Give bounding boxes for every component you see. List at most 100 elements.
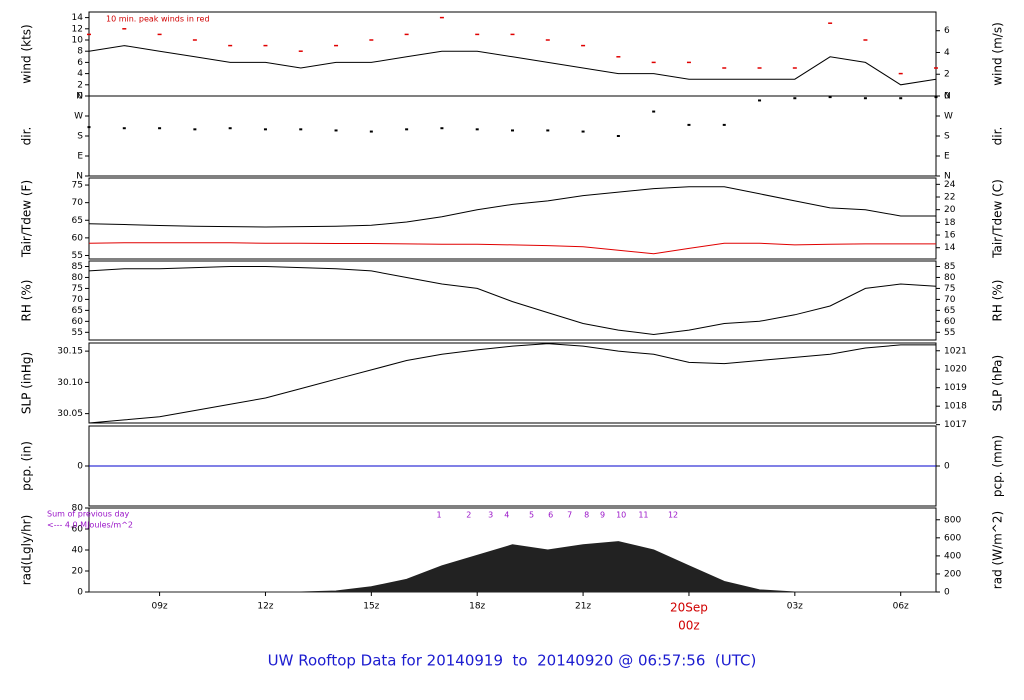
y-tick-label: 14 <box>72 13 84 23</box>
y-tick-label: 75 <box>72 284 83 294</box>
y2-tick-label: 85 <box>944 262 955 272</box>
y-tick-label: S <box>77 132 83 142</box>
data-line <box>88 266 937 336</box>
y-tick-label: 55 <box>72 251 83 261</box>
y2-tick-label: 0 <box>944 462 950 472</box>
y2-tick-label: 800 <box>944 515 961 525</box>
y2-tick-label: 80 <box>944 273 956 283</box>
data-point <box>87 126 91 129</box>
cumulative-label: 1 <box>437 511 442 520</box>
data-line <box>88 343 936 424</box>
cumulative-label: 11 <box>638 511 648 520</box>
cumulative-label: 7 <box>567 511 572 520</box>
cumulative-label: 2 <box>466 511 471 520</box>
y-tick-label: 55 <box>72 328 83 338</box>
data-point <box>934 96 938 99</box>
y-tick-label: 10 <box>72 36 84 46</box>
y2-tick-label: 55 <box>944 328 955 338</box>
annotation: Sum of previous day <box>47 510 129 519</box>
y2-tick-label: W <box>944 112 953 122</box>
y2-tick-label: 65 <box>944 306 955 316</box>
cumulative-label: 8 <box>584 511 589 520</box>
x-tick-label: 06z <box>893 602 909 612</box>
y2-tick-label: 18 <box>944 218 956 228</box>
y2-tick-label: 1021 <box>944 346 967 356</box>
data-point <box>475 128 479 131</box>
y-tick-label: 60 <box>72 317 84 327</box>
x-tick-label: 12z <box>257 602 273 612</box>
cumulative-label: 12 <box>668 511 678 520</box>
y2-tick-label: 60 <box>944 317 956 327</box>
y-tick-label: 4 <box>77 69 83 79</box>
cumulative-label: 3 <box>488 511 493 520</box>
data-point <box>263 128 267 131</box>
y2-axis-label: Tair/Tdew (C) <box>991 179 1005 259</box>
y2-tick-label: N <box>944 92 951 102</box>
panel-frame <box>88 177 937 260</box>
y2-tick-label: 1019 <box>944 383 967 393</box>
y-tick-label: 65 <box>72 216 83 226</box>
y2-tick-label: 0 <box>944 588 950 598</box>
y-tick-label: 85 <box>72 262 83 272</box>
y-axis-label: pcp. (in) <box>20 441 34 491</box>
data-point <box>758 99 762 102</box>
y-axis-label: dir. <box>20 127 34 146</box>
x-tick-label: 15z <box>363 602 379 612</box>
y-tick-label: 30.05 <box>57 409 83 419</box>
cumulative-label: 6 <box>548 511 553 520</box>
y2-tick-label: 4 <box>944 48 950 58</box>
data-point <box>652 110 656 113</box>
y-tick-label: 0 <box>77 462 83 472</box>
y2-tick-label: N <box>944 172 951 182</box>
y-tick-label: 30.15 <box>57 347 83 357</box>
x-tick-label: 18z <box>469 602 485 612</box>
y2-tick-label: 600 <box>944 533 961 543</box>
y-tick-label: 80 <box>72 273 84 283</box>
data-point <box>616 135 620 137</box>
y-tick-label: 0 <box>77 588 83 598</box>
y2-axis-label: SLP (hPa) <box>991 355 1005 411</box>
x-tick-label: 00z <box>678 619 700 633</box>
data-point <box>793 97 797 100</box>
data-point <box>405 128 409 131</box>
cumulative-label: 4 <box>504 511 509 520</box>
y-tick-label: N <box>76 92 83 102</box>
y2-tick-label: 16 <box>944 231 956 241</box>
y-tick-label: 65 <box>72 306 83 316</box>
y-tick-label: 75 <box>72 181 83 191</box>
panel-frame <box>88 95 937 177</box>
panel-frame <box>88 260 937 341</box>
data-line <box>88 242 936 255</box>
data-point <box>228 127 232 130</box>
data-point <box>828 96 832 99</box>
data-point <box>511 129 514 132</box>
data-area <box>89 541 936 593</box>
y-tick-label: 40 <box>72 546 84 556</box>
y2-axis-label: pcp. (mm) <box>991 435 1005 497</box>
x-tick-label: 21z <box>575 602 591 612</box>
data-point <box>193 128 197 131</box>
data-point <box>581 130 585 133</box>
y2-tick-label: 1020 <box>944 365 967 375</box>
y2-tick-label: E <box>944 152 950 162</box>
y-tick-label: 2 <box>77 80 83 90</box>
y-tick-label: E <box>77 152 83 162</box>
y2-tick-label: 24 <box>944 180 956 190</box>
y-tick-label: 20 <box>72 567 84 577</box>
y2-axis-label: RH (%) <box>991 280 1005 322</box>
y-axis-label: RH (%) <box>20 280 34 322</box>
data-point <box>722 123 726 126</box>
date-label: 20Sep <box>670 601 708 615</box>
y-tick-label: 30.10 <box>57 378 83 388</box>
y2-tick-label: 0 <box>944 92 950 102</box>
y-tick-label: 6 <box>77 58 83 68</box>
y-tick-label: 80 <box>72 504 84 514</box>
cumulative-label: 10 <box>616 511 626 520</box>
y-tick-label: N <box>76 172 83 182</box>
y-axis-label: rad(Lgly/hr) <box>20 515 34 586</box>
y2-tick-label: 6 <box>944 26 950 36</box>
data-point <box>687 123 691 126</box>
y2-tick-label: 75 <box>944 284 955 294</box>
x-tick-label: 09z <box>151 602 167 612</box>
